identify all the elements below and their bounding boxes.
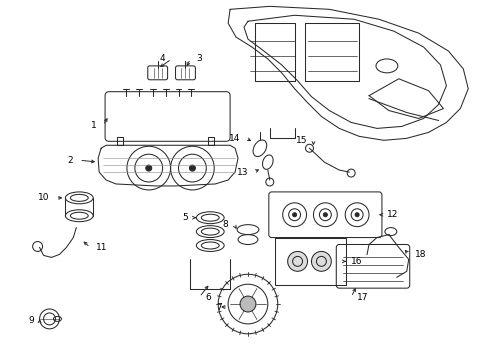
Text: 9: 9 — [28, 316, 34, 325]
Text: 17: 17 — [356, 293, 368, 302]
Text: 14: 14 — [228, 134, 240, 143]
Text: 15: 15 — [295, 136, 307, 145]
Circle shape — [323, 213, 326, 217]
Bar — [274, 238, 346, 285]
Text: 2: 2 — [67, 156, 73, 165]
Text: 11: 11 — [96, 243, 107, 252]
Text: 5: 5 — [183, 213, 188, 222]
Text: 18: 18 — [414, 250, 426, 259]
Circle shape — [311, 251, 331, 271]
Text: 13: 13 — [236, 167, 247, 176]
Text: 1: 1 — [91, 121, 97, 130]
Circle shape — [145, 165, 151, 171]
Circle shape — [189, 165, 195, 171]
Text: 16: 16 — [350, 257, 362, 266]
Circle shape — [292, 213, 296, 217]
Circle shape — [240, 296, 255, 312]
Circle shape — [287, 251, 307, 271]
Text: 10: 10 — [38, 193, 49, 202]
Text: 4: 4 — [160, 54, 165, 63]
Text: 12: 12 — [386, 210, 397, 219]
Text: 8: 8 — [222, 220, 228, 229]
Text: 7: 7 — [216, 302, 222, 311]
Text: 3: 3 — [196, 54, 202, 63]
Text: 6: 6 — [205, 293, 211, 302]
Circle shape — [354, 213, 358, 217]
